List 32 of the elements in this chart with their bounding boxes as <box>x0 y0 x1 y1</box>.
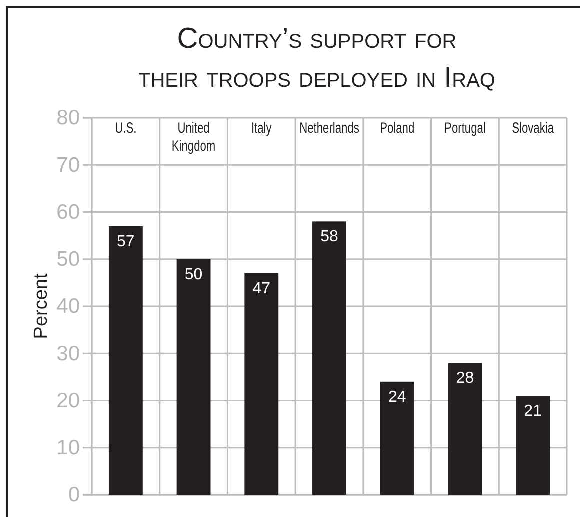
bar <box>176 259 211 495</box>
x-tick-label: Poland <box>380 119 415 136</box>
x-tick-label: United Kingdom <box>172 119 216 154</box>
data-label: 58 <box>320 228 338 246</box>
x-tick-label: Portugal <box>444 119 486 136</box>
data-label: 57 <box>117 233 135 250</box>
x-tick-label: Netherlands <box>300 119 360 136</box>
y-tick-label: 10 <box>56 436 80 460</box>
bar <box>244 274 279 495</box>
y-tick-label: 20 <box>56 389 80 412</box>
bar <box>380 382 414 495</box>
y-tick-label: 0 <box>68 484 80 507</box>
data-label: 24 <box>388 388 406 406</box>
data-label: 47 <box>252 280 271 298</box>
y-tick-label: 70 <box>56 154 80 177</box>
bar <box>312 222 346 495</box>
data-label: 28 <box>456 370 474 388</box>
chart-title: Country’s support for their troops deployed in Iraq <box>138 23 496 94</box>
data-label: 21 <box>524 403 542 420</box>
bar <box>448 363 482 495</box>
y-tick-label: 50 <box>56 248 80 272</box>
y-tick-label: 60 <box>56 200 80 224</box>
y-tick-label: 40 <box>56 295 80 318</box>
y-tick-label: 80 <box>56 106 80 130</box>
bar <box>516 396 550 495</box>
x-tick-label: Italy <box>251 119 272 136</box>
x-tick-label: Slovakia <box>512 119 555 136</box>
bar <box>108 226 143 495</box>
y-tick-label: 30 <box>56 342 80 366</box>
y-axis-title: Percent <box>31 273 52 340</box>
x-tick-label: U.S. <box>115 119 137 136</box>
data-label: 50 <box>184 266 203 284</box>
